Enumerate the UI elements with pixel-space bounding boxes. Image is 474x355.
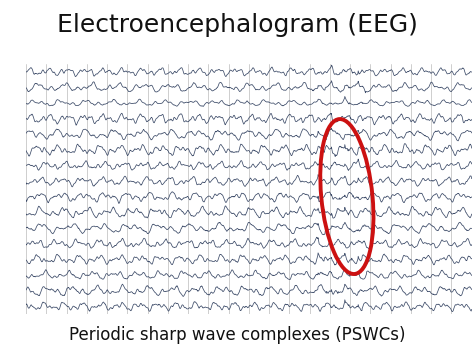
Text: Electroencephalogram (EEG): Electroencephalogram (EEG) xyxy=(56,13,418,37)
Text: Periodic sharp wave complexes (PSWCs): Periodic sharp wave complexes (PSWCs) xyxy=(69,327,405,344)
